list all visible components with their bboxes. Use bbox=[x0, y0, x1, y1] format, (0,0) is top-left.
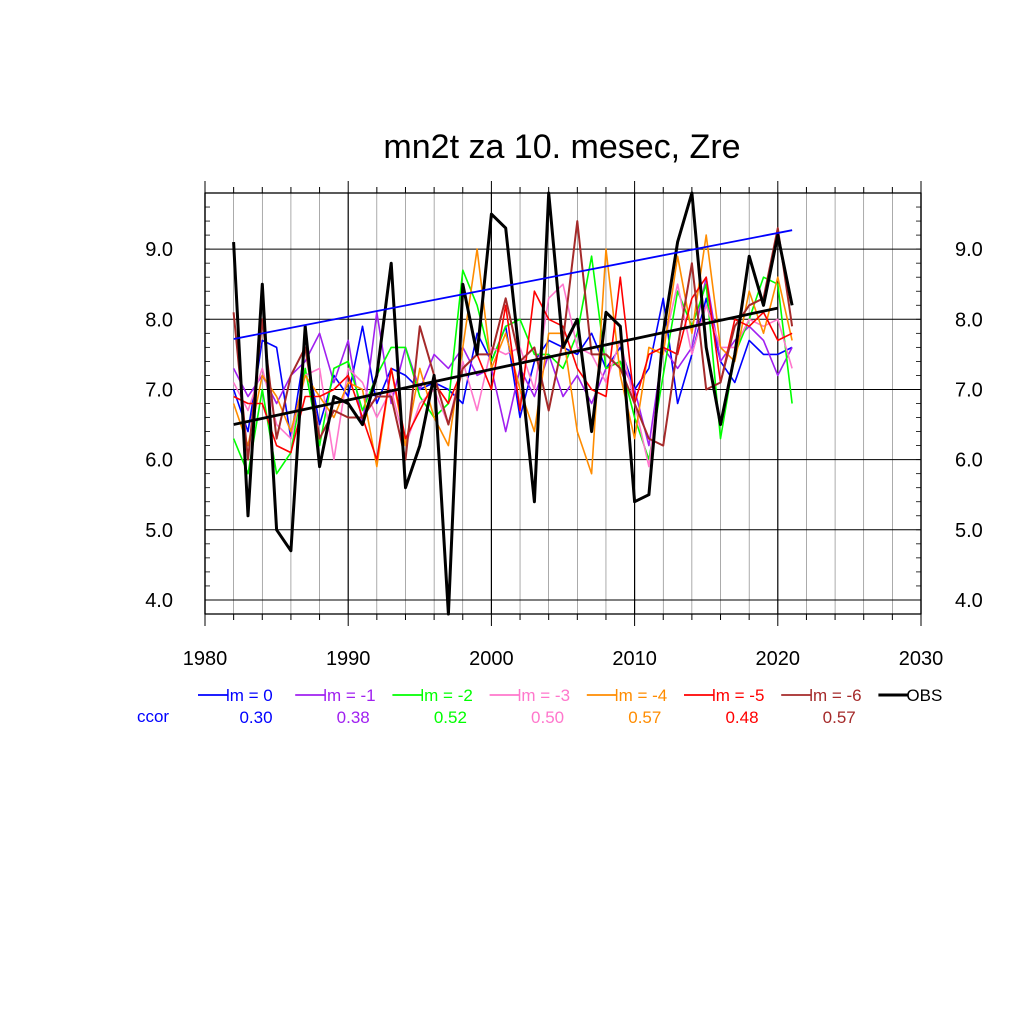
x-tick-label: 2030 bbox=[899, 648, 944, 670]
series-line-7 bbox=[232, 191, 794, 616]
x-tick-label: 2000 bbox=[469, 648, 514, 670]
y-tick-label-left: 9.0 bbox=[145, 239, 173, 261]
y-tick-labels: 4.0 4.0 5.0 5.0 6.0 6.0 7.0 7.0 8.0 8.0 9.0 9.0 bbox=[145, 239, 983, 612]
trend-line-1 bbox=[233, 306, 779, 426]
x-tick-label: 2010 bbox=[612, 648, 657, 670]
axis-ticks bbox=[204, 181, 922, 626]
ccor-label: ccor bbox=[137, 707, 169, 726]
y-tick-label-left: 7.0 bbox=[145, 379, 173, 401]
y-tick-label-left: 6.0 bbox=[145, 450, 173, 472]
chart-title: mn2t za 10. mesec, Zre bbox=[383, 128, 740, 166]
legend-label: lm = 0 bbox=[226, 686, 273, 705]
x-tick-label: 1980 bbox=[183, 648, 228, 670]
legend-ccor-value: 0.57 bbox=[823, 708, 856, 727]
y-tick-label-left: 8.0 bbox=[145, 309, 173, 331]
y-tick-label-right: 7.0 bbox=[955, 379, 983, 401]
legend-ccor-value: 0.52 bbox=[434, 708, 467, 727]
trend-lines bbox=[233, 229, 793, 426]
y-tick-label-right: 5.0 bbox=[955, 520, 983, 542]
legend-label: lm = -5 bbox=[712, 686, 764, 705]
plot-frame bbox=[204, 192, 922, 615]
series-lines bbox=[232, 191, 794, 616]
y-tick-label-left: 4.0 bbox=[145, 590, 173, 612]
y-tick-label-right: 6.0 bbox=[955, 450, 983, 472]
legend-ccor-value: 0.57 bbox=[628, 708, 661, 727]
x-tick-labels: 1980 1990 2000 2010 2020 2030 bbox=[183, 648, 944, 670]
legend-ccor-value: 0.38 bbox=[337, 708, 370, 727]
legend-ccor-value: 0.30 bbox=[239, 708, 272, 727]
legend-ccor-value: 0.48 bbox=[725, 708, 758, 727]
legend-label: lm = -4 bbox=[615, 686, 667, 705]
x-tick-label: 2020 bbox=[756, 648, 801, 670]
legend-label: lm = -1 bbox=[323, 686, 375, 705]
legend-label: OBS bbox=[906, 686, 942, 705]
trend-line-0 bbox=[233, 229, 793, 340]
x-tick-label: 1990 bbox=[326, 648, 371, 670]
y-tick-label-right: 9.0 bbox=[955, 239, 983, 261]
legend-label: lm = -2 bbox=[420, 686, 472, 705]
legend-label: lm = -3 bbox=[518, 686, 570, 705]
grid bbox=[204, 192, 922, 615]
legend-label: lm = -6 bbox=[809, 686, 861, 705]
y-tick-label-left: 5.0 bbox=[145, 520, 173, 542]
y-tick-label-right: 8.0 bbox=[955, 309, 983, 331]
series-line-1 bbox=[232, 276, 793, 447]
y-tick-label-right: 4.0 bbox=[955, 590, 983, 612]
legend-ccor-value: 0.50 bbox=[531, 708, 564, 727]
legend: ccor lm = 0 0.30 lm = -1 0.38 lm = -2 0.52 lm =… bbox=[137, 686, 942, 727]
series-line-5 bbox=[233, 276, 793, 461]
